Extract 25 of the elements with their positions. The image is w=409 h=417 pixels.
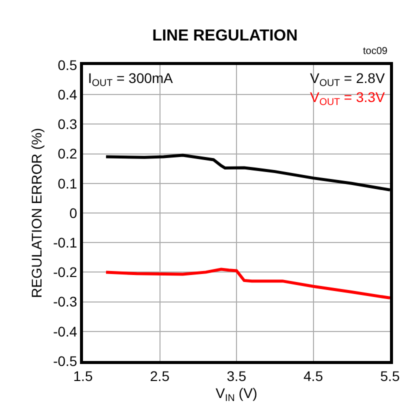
y-axis-title: REGULATION ERROR (%) [28,128,45,298]
chart-title: LINE REGULATION [152,27,298,44]
line-series [104,268,390,300]
y-tick-label: 0.3 [58,116,78,132]
y-tick-label: 0.5 [58,56,78,73]
x-tick-label: 4.5 [304,368,324,384]
line-series [104,154,390,192]
y-tick-label: 0 [69,204,78,221]
text: V$_{OUT}$ = 2.8V [310,70,386,89]
y-tick-label: -0.2 [53,264,78,280]
y-tick-label: 0.4 [58,86,78,102]
y-tick-label: -0.5 [53,352,78,369]
x-tick-label: 3.5 [226,368,246,384]
y-tick-label: -0.1 [53,234,78,250]
x-axis-title: V$_{IN}$ (V) [216,385,258,404]
y-tick-label: -0.4 [53,323,78,340]
y-tick-label: 0.2 [58,146,78,162]
x-tick-label: 1.5 [73,368,93,384]
text: V$_{OUT}$ = 3.3V [310,89,386,108]
text: toc09 [363,46,388,57]
y-tick-label: 0.1 [58,175,78,192]
y-tick-label: -0.3 [53,294,78,310]
x-tick-label: 5.5 [380,368,400,384]
x-tick-label: 2.5 [150,368,170,384]
annotation: I$_{OUT}$ = 300mA [88,70,174,89]
